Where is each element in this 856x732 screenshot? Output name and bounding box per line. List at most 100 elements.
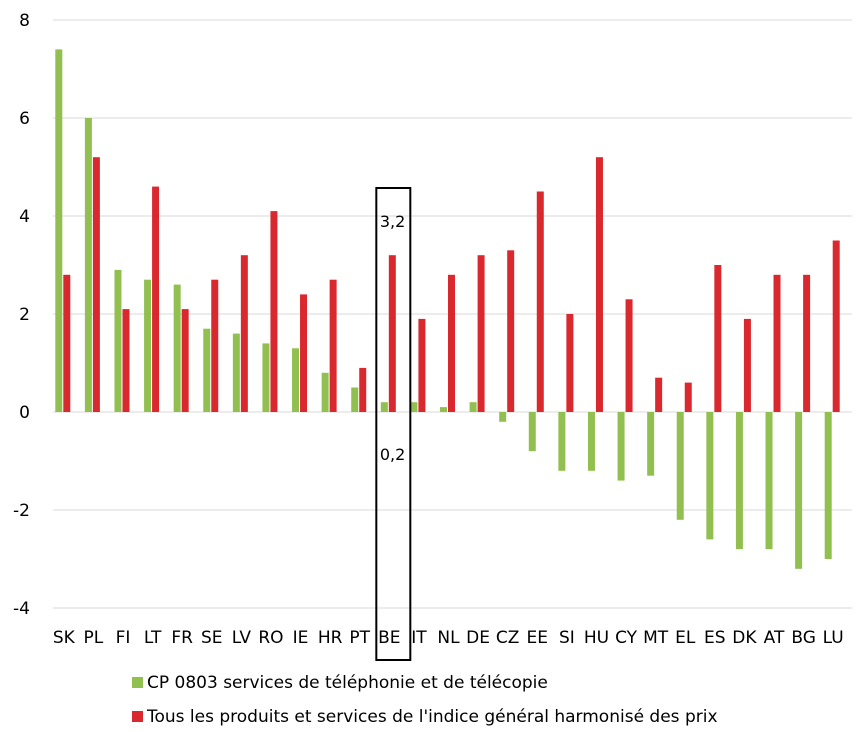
bar-series0-hr	[321, 372, 329, 412]
x-tick-label-ee: EE	[527, 628, 548, 648]
bar-series0-de	[469, 402, 477, 412]
bar-series1-fr	[181, 309, 189, 412]
legend-label-hicp: Tous les produits et services de l'indic…	[146, 707, 718, 727]
legend-item-telephony: CP 0803 services de téléphonie et de tél…	[132, 673, 548, 693]
bar-series0-cy	[617, 412, 625, 481]
x-tick-label-bg: BG	[791, 628, 816, 648]
bar-series1-dk	[743, 318, 751, 412]
bar-series1-be	[388, 255, 396, 412]
bar-series0-cz	[499, 412, 507, 422]
bar-series0-el	[676, 412, 684, 520]
bar-series1-es	[714, 265, 722, 412]
x-tick-label-fi: FI	[116, 628, 131, 648]
bar-series0-ro	[262, 343, 270, 412]
bar-series0-nl	[440, 407, 447, 412]
x-tick-label-mt: MT	[643, 628, 669, 648]
x-tick-label-nl: NL	[437, 628, 460, 648]
x-tick-label-be: BE	[378, 628, 400, 648]
bar-series1-se	[211, 279, 219, 412]
bar-series1-el	[684, 382, 692, 412]
bar-series1-de	[477, 255, 485, 412]
x-tick-label-lt: LT	[144, 628, 162, 648]
bar-series1-si	[566, 314, 574, 412]
bar-series1-lv	[240, 255, 248, 412]
bar-series0-sk	[55, 49, 63, 413]
highlight-box	[375, 187, 412, 661]
y-tick-label: -2	[13, 501, 30, 521]
bars	[55, 49, 840, 569]
bar-series0-se	[203, 328, 211, 412]
x-tick-label-sk: SK	[53, 628, 76, 648]
x-tick-label-dk: DK	[732, 628, 757, 648]
bar-series0-hu	[587, 412, 595, 471]
legend-item-hicp: Tous les produits et services de l'indic…	[132, 707, 718, 727]
x-tick-label-si: SI	[559, 628, 575, 648]
highlight-group: 3,2 0,2	[375, 187, 412, 661]
legend-swatch-telephony	[132, 677, 143, 688]
bar-series1-lu	[832, 240, 840, 412]
x-tick-label-cz: CZ	[496, 628, 520, 648]
x-tick-label-it: IT	[411, 628, 427, 648]
legend: CP 0803 services de téléphonie et de tél…	[132, 673, 718, 727]
y-tick-label: 4	[19, 207, 30, 227]
x-tick-label-pt: PT	[349, 628, 370, 648]
y-tick-label: 6	[19, 109, 30, 129]
bar-series1-sk	[63, 274, 71, 412]
bar-series0-fi	[114, 269, 122, 412]
highlight-label-hicp: 3,2	[380, 212, 405, 231]
bar-series1-pt	[359, 367, 367, 412]
bar-series0-bg	[795, 412, 803, 569]
y-tick-label: 2	[19, 305, 30, 325]
bar-series0-mt	[647, 412, 655, 476]
bar-series0-si	[558, 412, 566, 471]
bar-series1-lt	[152, 186, 160, 412]
x-tick-label-de: DE	[466, 628, 490, 648]
bar-series1-mt	[655, 377, 663, 412]
bar-series0-ee	[528, 412, 536, 452]
bar-series0-lv	[232, 333, 240, 412]
bar-series1-it	[418, 318, 426, 412]
bar-series1-pl	[92, 157, 100, 412]
bar-series1-nl	[448, 274, 455, 412]
legend-label-telephony: CP 0803 services de téléphonie et de tél…	[147, 673, 548, 693]
legend-swatch-hicp	[132, 711, 143, 722]
highlight-label-telephony: 0,2	[380, 445, 405, 464]
x-tick-label-es: ES	[704, 628, 726, 648]
x-tick-label-cy: CY	[615, 628, 638, 648]
bar-series0-lt	[144, 279, 152, 412]
y-axis-tick-labels: -4 -2 0 2 4 6 8	[13, 11, 30, 619]
bar-series1-cz	[507, 250, 515, 412]
bar-series1-bg	[803, 274, 811, 412]
x-tick-label-fr: FR	[171, 628, 193, 648]
y-tick-label: -4	[13, 599, 30, 619]
x-tick-label-lv: LV	[232, 628, 252, 648]
bar-series0-dk	[735, 412, 743, 550]
bar-series0-fr	[173, 284, 181, 412]
bar-series1-ro	[270, 211, 278, 412]
bar-series0-es	[706, 412, 714, 540]
bar-series1-at	[773, 274, 781, 412]
x-tick-label-pl: PL	[84, 628, 104, 648]
bar-series1-cy	[625, 299, 633, 412]
bar-series1-hr	[329, 279, 337, 412]
bar-series0-be	[380, 402, 388, 412]
x-tick-label-at: AT	[764, 628, 785, 648]
bar-series0-at	[765, 412, 773, 550]
x-tick-label-se: SE	[201, 628, 223, 648]
bar-series0-it	[410, 402, 418, 412]
y-tick-label: 0	[19, 403, 30, 423]
bar-series0-ie	[292, 348, 300, 412]
bar-series1-ee	[536, 191, 544, 412]
bar-series1-ie	[300, 294, 308, 412]
x-tick-label-hr: HR	[318, 628, 343, 648]
x-tick-label-ro: RO	[258, 628, 283, 648]
bar-series1-fi	[122, 309, 130, 412]
x-axis-tick-labels: SK PL FI LT FR SE LV RO IE HR PT BE IT NL DE CZ EE SI HU CY…	[53, 628, 844, 648]
y-tick-label: 8	[19, 11, 30, 31]
x-tick-label-hu: HU	[584, 628, 609, 648]
bar-series0-lu	[824, 412, 832, 559]
bar-series1-hu	[595, 157, 603, 412]
x-tick-label-ie: IE	[293, 628, 309, 648]
bar-series0-pt	[351, 387, 359, 412]
